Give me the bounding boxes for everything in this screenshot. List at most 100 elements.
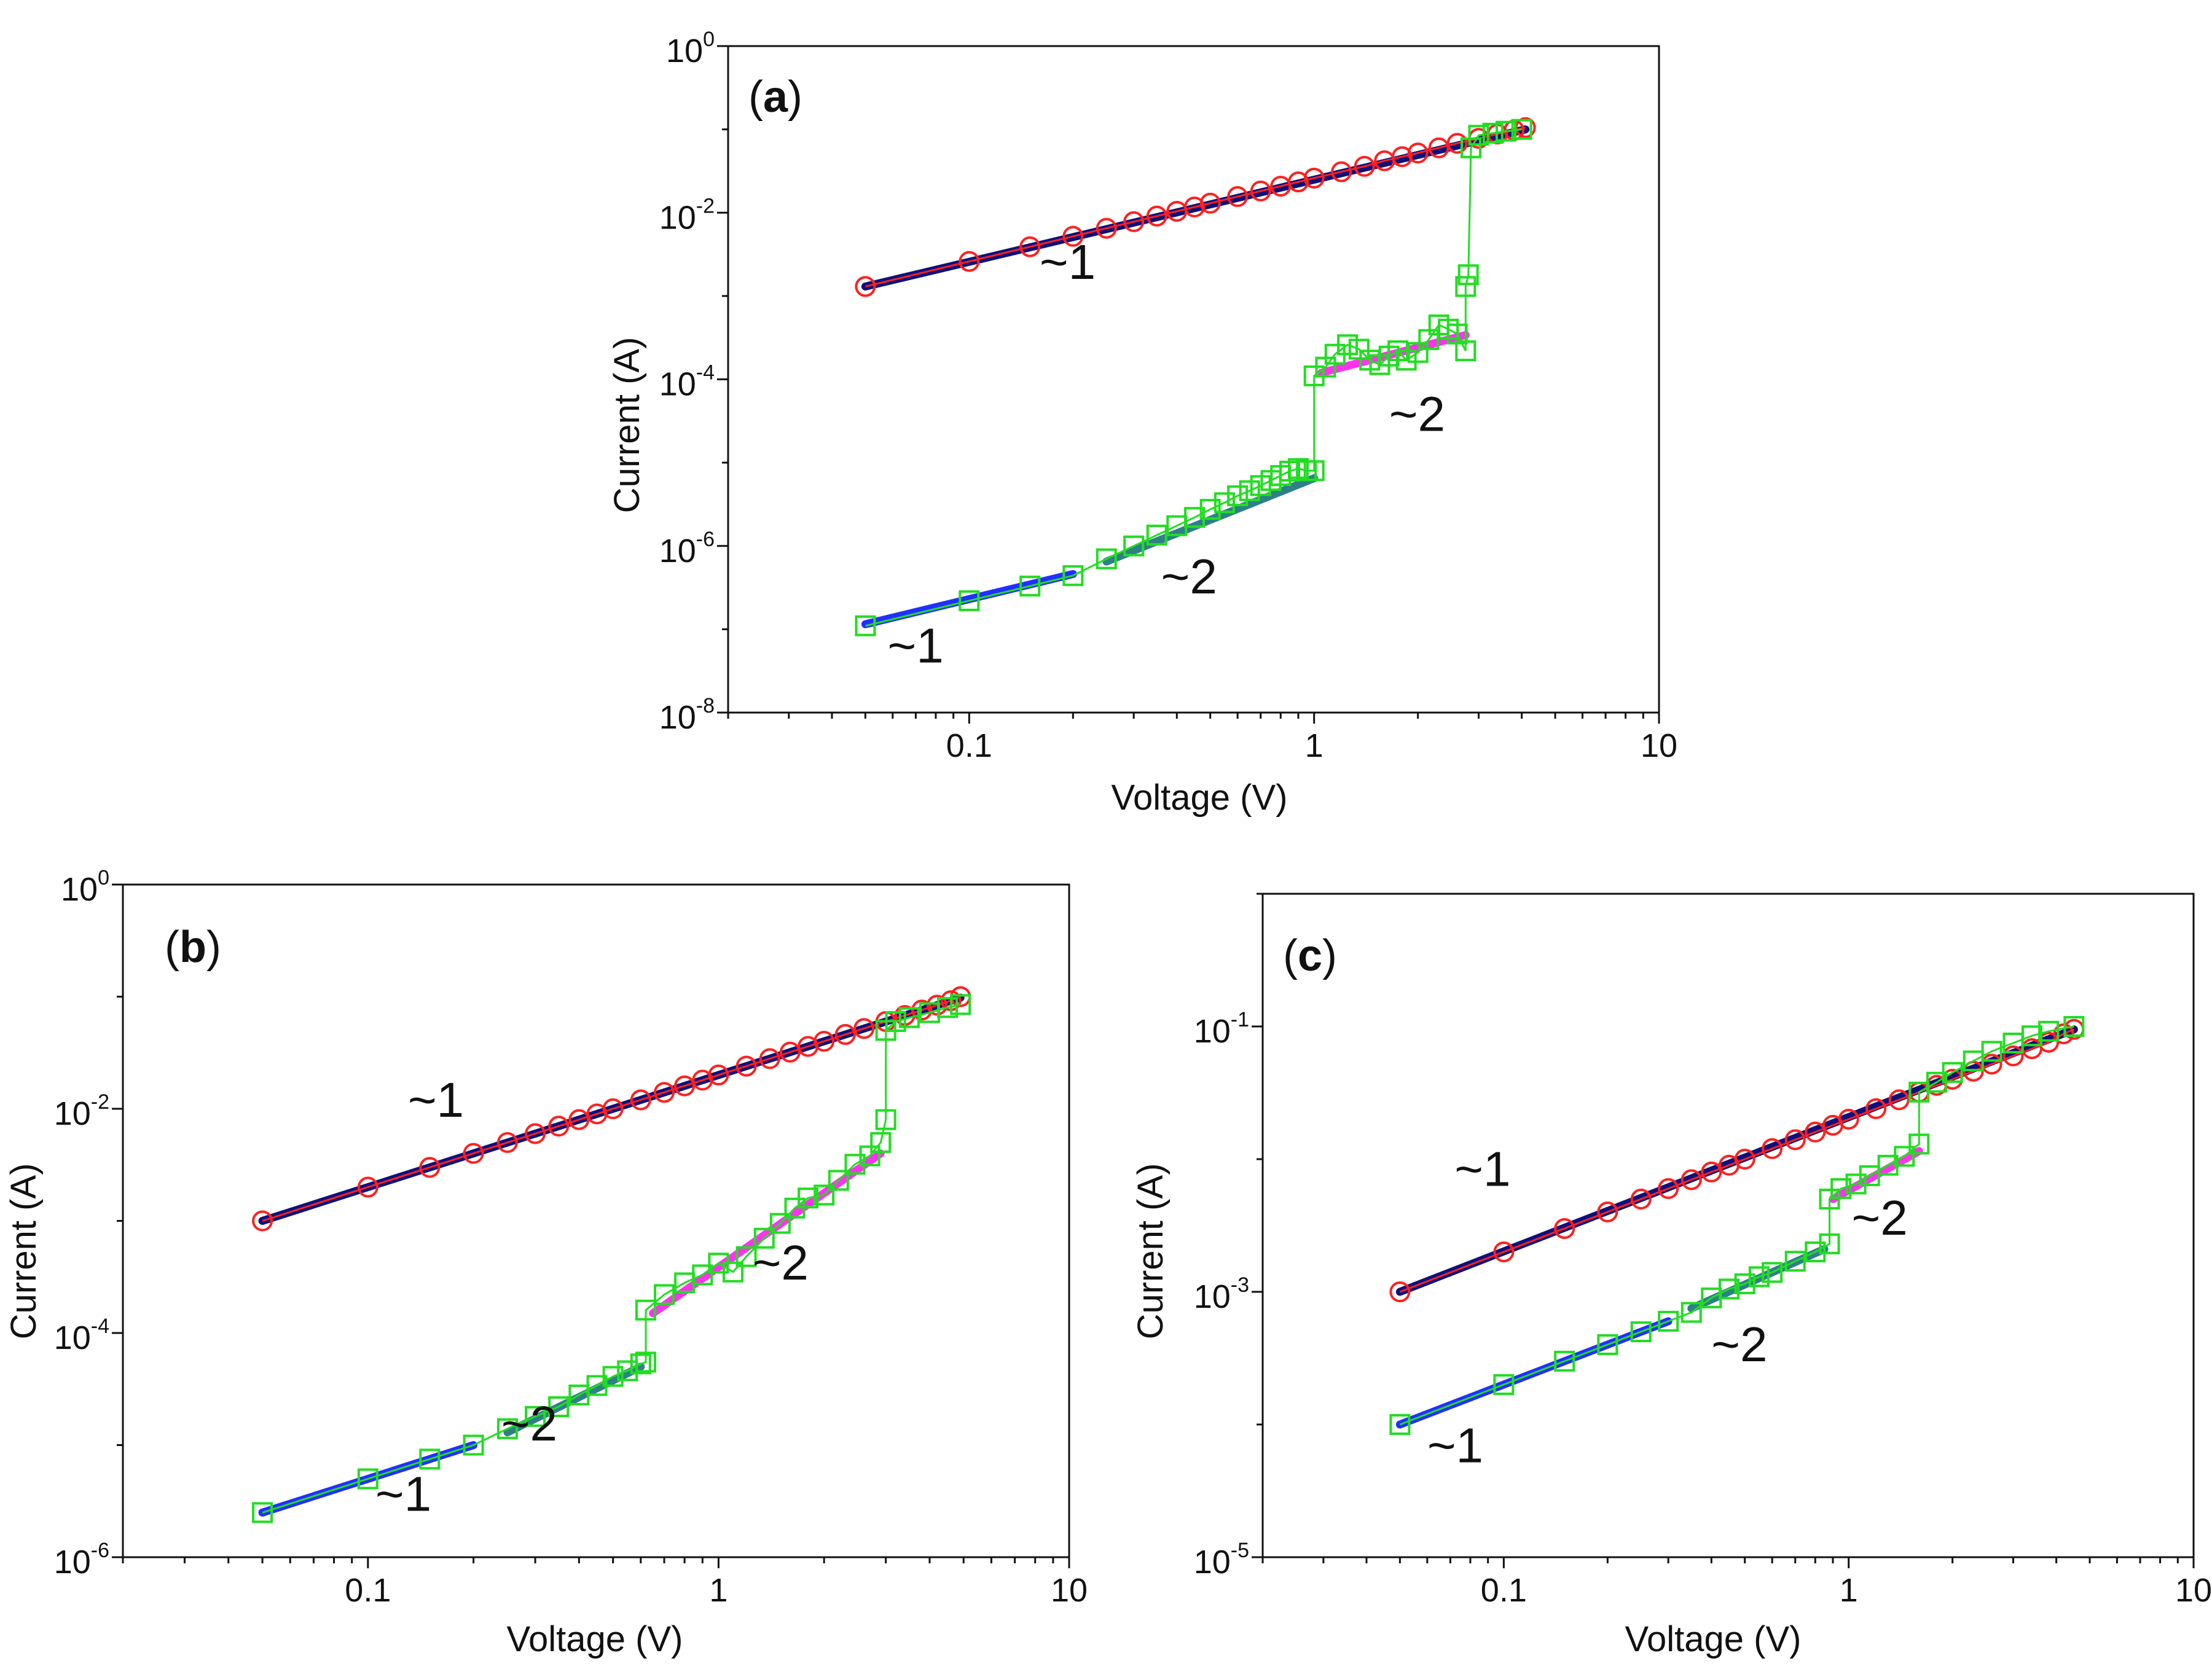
data-point-c-s1-11 [1762, 1138, 1783, 1159]
slope-label-c-2: ~1 [1427, 1418, 1483, 1472]
data-point-a-s1-6 [1123, 211, 1145, 232]
slope-label-b-4: ~2 [753, 1235, 809, 1290]
data-point-b-s2-33 [898, 1007, 920, 1028]
data-point-b-s1-4 [463, 1143, 484, 1164]
data-point-b-s1-5 [496, 1132, 518, 1153]
x-tick-label-a-1: 0.1 [946, 727, 992, 764]
data-point-b-s1-25 [911, 999, 933, 1021]
series-line-b-2 [262, 1003, 961, 1514]
x-tick-label-b-2: 1 [709, 1572, 728, 1609]
data-point-b-s1-7 [548, 1116, 570, 1137]
panel-letter-c: c [1298, 931, 1322, 980]
data-point-b-s1-6 [525, 1123, 546, 1144]
data-point-c-s1-2 [1493, 1241, 1515, 1262]
slope-label-c-4: ~2 [1852, 1190, 1908, 1245]
data-point-c-s2-6 [1658, 1310, 1679, 1332]
data-point-a-s1-9 [1184, 197, 1206, 218]
data-point-a-s1-5 [1096, 217, 1117, 239]
data-point-b-s2-5 [496, 1418, 518, 1439]
data-point-b-s1-3 [419, 1157, 441, 1178]
y-axis-title-b: Current (A) [4, 1163, 44, 1340]
data-point-a-s2-38 [1457, 264, 1479, 286]
data-point-a-s2-39 [1460, 137, 1481, 158]
data-point-a-s1-12 [1250, 180, 1271, 201]
y-tick-label-b-1: 10-6 [54, 1539, 109, 1581]
data-point-a-s2-13 [1239, 480, 1260, 501]
data-point-c-s2-3 [1554, 1350, 1575, 1372]
y-tick-label-a-4: 10-2 [659, 194, 715, 236]
data-markers-b [252, 986, 971, 1523]
data-point-c-s2-4 [1597, 1334, 1618, 1355]
data-point-a-s2-37 [1455, 276, 1477, 297]
data-point-c-s2-21 [1894, 1146, 1915, 1167]
x-tick-label-a-2: 1 [1305, 727, 1324, 764]
data-point-c-s2-25 [1942, 1061, 1963, 1083]
data-point-b-s2-35 [937, 997, 959, 1018]
data-point-b-s2-32 [885, 1010, 906, 1032]
x-tick-label-b-1: 0.1 [345, 1572, 391, 1609]
data-point-b-s2-7 [548, 1396, 570, 1418]
y-tick-label-a-5: 100 [666, 28, 715, 69]
data-point-b-s2-2 [357, 1468, 378, 1490]
data-point-a-s1-4 [1062, 225, 1084, 247]
data-point-a-s2-3 [1019, 576, 1041, 597]
data-point-c-s1-8 [1701, 1161, 1722, 1182]
data-point-b-s2-28 [859, 1145, 880, 1167]
data-point-a-s2-31 [1407, 342, 1429, 363]
data-point-b-s1-22 [853, 1018, 875, 1039]
slope-label-b-1: ~1 [408, 1073, 464, 1127]
data-point-b-s2-24 [798, 1187, 819, 1209]
data-point-b-s1-2 [357, 1176, 378, 1198]
panel-letter-a: a [763, 72, 788, 122]
data-point-a-s2-43 [1511, 119, 1532, 140]
data-point-a-s2-2 [959, 590, 980, 611]
chart-panel-b: 0.1 1 10 10-6 10-4 10-2 100 ~1 ~1 ~2 ~2 Voltage (… [4, 866, 1088, 1659]
y-axis-title-c: Current (A) [1131, 1163, 1171, 1340]
axes-frame-b: 0.1 1 10 10-6 10-4 10-2 100 [54, 866, 1088, 1609]
data-point-c-s1-7 [1681, 1169, 1702, 1190]
y-tick-label-b-2: 10-4 [54, 1315, 109, 1356]
slope-label-a-2: ~1 [888, 618, 944, 673]
slope-labels-b: ~1 ~1 ~2 ~2 [375, 1073, 809, 1521]
data-point-b-s2-1 [252, 1502, 273, 1523]
data-point-b-s1-21 [834, 1024, 856, 1046]
slope-label-c-1: ~1 [1454, 1141, 1510, 1196]
data-point-a-s2-4 [1062, 565, 1084, 587]
slope-label-a-4: ~2 [1389, 387, 1445, 442]
axes-frame-a: 0.1 1 10 10-8 10-6 10-4 10-2 100 [659, 28, 1677, 764]
x-axis-title-a: Voltage (V) [1112, 778, 1288, 818]
y-tick-label-c-3: 10-1 [1194, 1008, 1249, 1050]
data-point-a-s1-20 [1407, 143, 1429, 164]
data-point-a-s1-17 [1354, 155, 1375, 177]
data-point-c-s1-23 [2002, 1045, 2024, 1066]
data-point-b-s2-4 [463, 1434, 484, 1456]
data-point-a-s2-5 [1096, 548, 1117, 569]
slope-label-c-3: ~2 [1711, 1317, 1767, 1372]
data-point-a-s2-6 [1123, 535, 1145, 557]
y-tick-label-b-3: 10-2 [54, 1090, 109, 1132]
data-point-c-s2-17 [1830, 1178, 1852, 1199]
data-point-a-s2-1 [855, 615, 876, 636]
data-point-c-s1-15 [1838, 1108, 1859, 1130]
data-point-b-s2-13 [635, 1351, 656, 1373]
data-point-c-s2-5 [1630, 1321, 1652, 1343]
data-point-c-s2-7 [1681, 1302, 1702, 1323]
data-point-c-s2-11 [1748, 1266, 1770, 1288]
data-point-c-s1-10 [1734, 1149, 1755, 1170]
data-point-c-s1-16 [1865, 1098, 1887, 1119]
data-point-b-s2-15 [654, 1284, 675, 1305]
data-point-b-s2-26 [828, 1170, 849, 1191]
data-point-a-s1-1 [855, 276, 876, 297]
data-point-c-s1-6 [1658, 1178, 1679, 1199]
data-point-a-s1-22 [1446, 133, 1468, 154]
data-point-c-s2-29 [2022, 1025, 2043, 1047]
data-point-c-s2-13 [1784, 1251, 1806, 1272]
y-axis-title-a: Current (A) [607, 337, 647, 514]
data-point-c-s2-30 [2038, 1020, 2060, 1042]
data-point-b-s2-21 [753, 1227, 775, 1249]
data-point-a-s2-10 [1199, 499, 1221, 520]
data-point-a-s1-2 [959, 251, 980, 272]
data-point-a-s1-15 [1303, 167, 1325, 189]
